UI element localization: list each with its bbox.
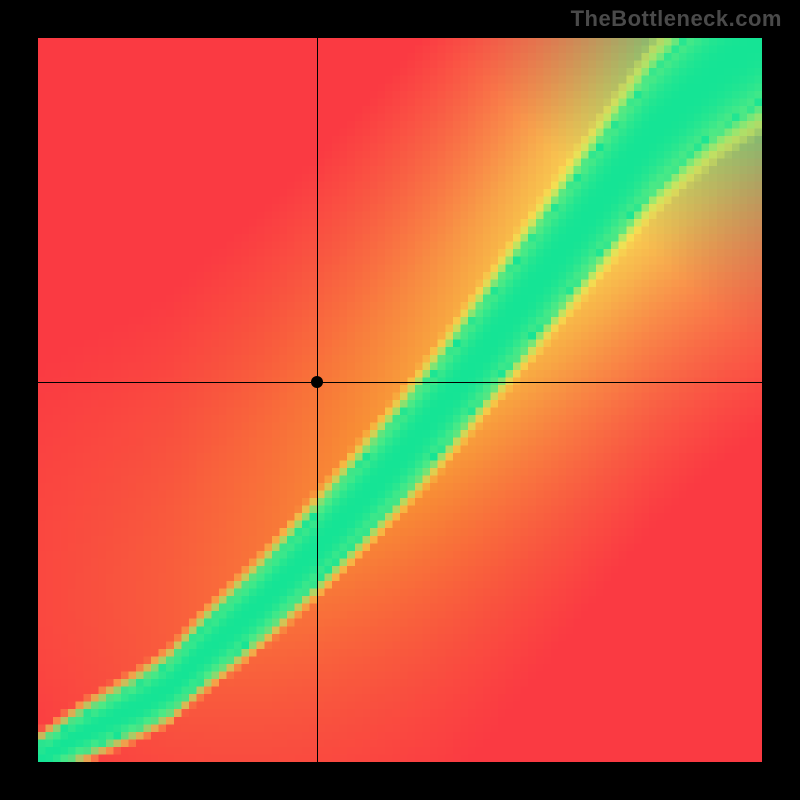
crosshair-horizontal	[38, 382, 762, 383]
crosshair-vertical	[317, 38, 318, 762]
watermark-text: TheBottleneck.com	[571, 6, 782, 32]
heatmap-canvas	[38, 38, 762, 762]
plot-area	[38, 38, 762, 762]
crosshair-marker	[311, 376, 323, 388]
